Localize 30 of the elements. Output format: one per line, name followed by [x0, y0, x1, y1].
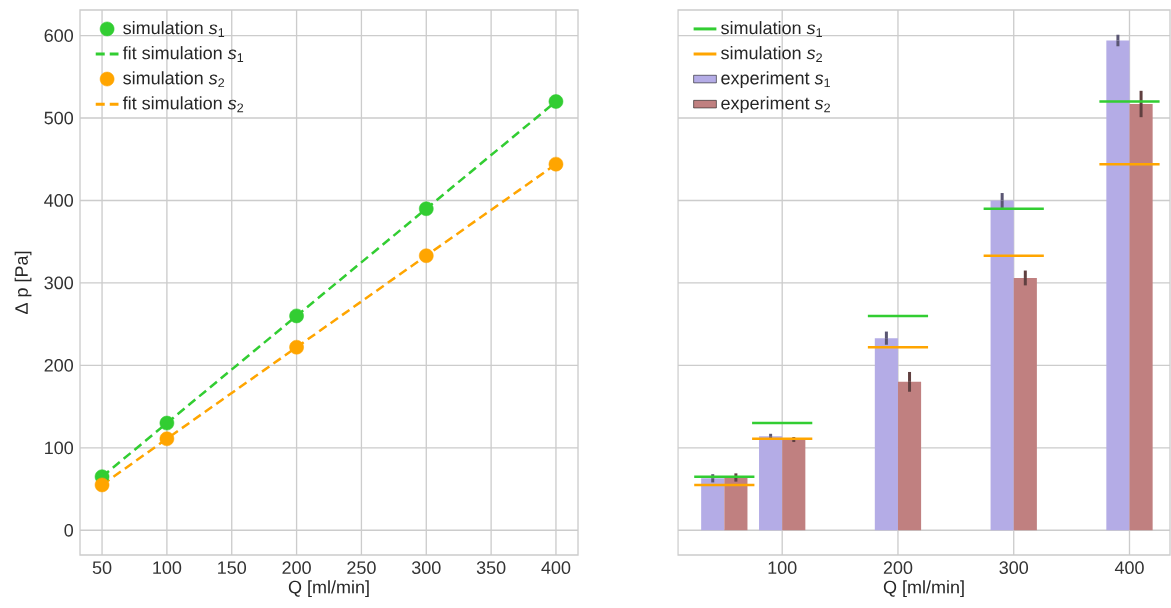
y-tick-label: 600: [44, 29, 74, 42]
x-tick-label: 150: [218, 561, 247, 574]
x-tick-label: 300: [999, 561, 1029, 574]
x-tick-label: 300: [411, 561, 441, 574]
y-tick-label: 100: [45, 441, 74, 455]
x-tick-label: 250: [347, 561, 376, 574]
x-tick-label: 50: [92, 561, 112, 574]
x-tick-label: 350: [476, 561, 506, 574]
legend-label: simulation s$_{2}$: [721, 46, 822, 63]
x-axis-title: Q [ml/min]: [883, 580, 964, 598]
legend-label: simulation s$_{2}$: [123, 71, 225, 88]
legend-label: fit simulation s$_{1}$: [122, 46, 244, 63]
x-tick-label: 200: [282, 561, 311, 574]
y-tick-label: 400: [44, 194, 74, 207]
y-tick-label: 0: [64, 523, 74, 537]
x-tick-label: 100: [768, 561, 797, 574]
legend-label: experiment s$_{1}$: [721, 71, 830, 88]
x-tick-label: 400: [1114, 561, 1144, 574]
legend-label: experiment s$_{2}$: [721, 96, 830, 114]
y-axis-title: Δ p [Pa]: [14, 251, 32, 314]
y-tick-label: 300: [44, 276, 74, 290]
y-tick-label: 200: [44, 358, 74, 372]
x-tick-label: 100: [153, 561, 182, 574]
y-tick-label: 500: [44, 111, 74, 125]
legend-label: simulation s$_{1}$: [123, 21, 225, 37]
x-axis-title: Q [ml/min]: [288, 580, 369, 598]
x-tick-label: 400: [541, 561, 571, 574]
x-tick-label: 200: [883, 561, 913, 574]
legend-label: simulation s$_{1}$: [721, 21, 822, 37]
legend-label: fit simulation s$_{2}$: [122, 96, 244, 113]
